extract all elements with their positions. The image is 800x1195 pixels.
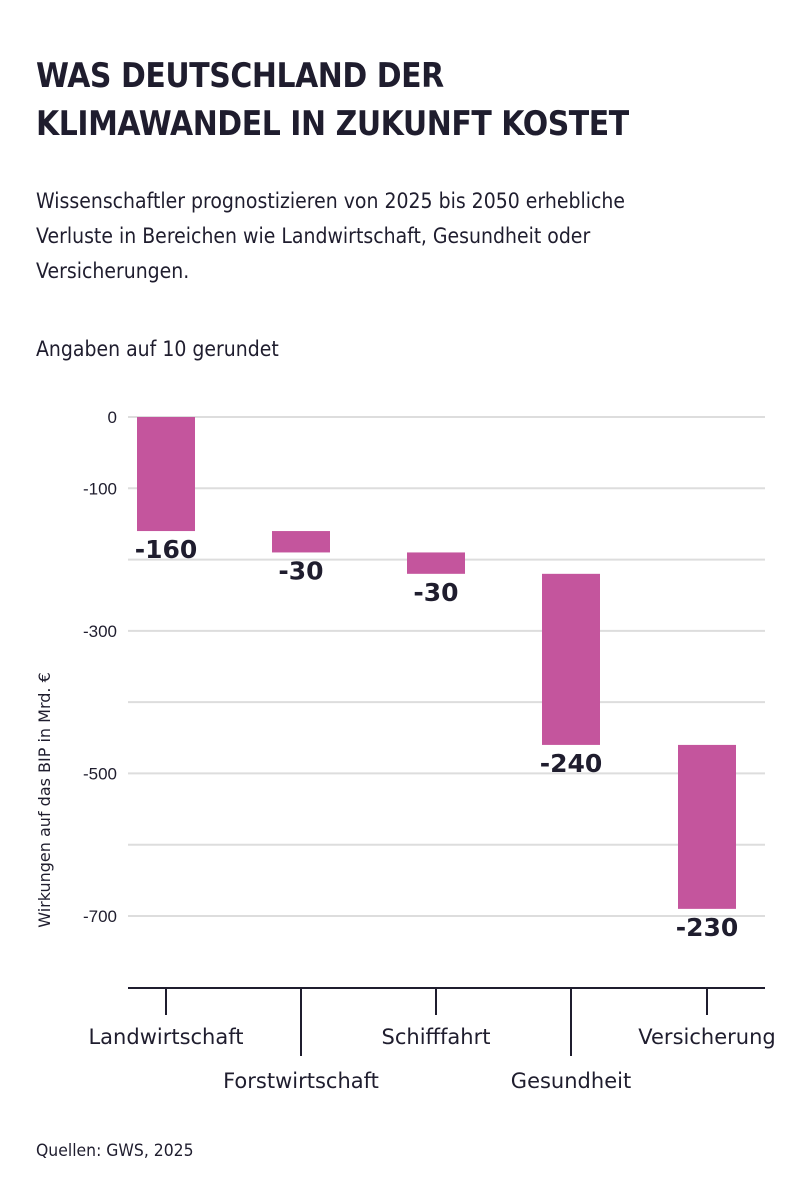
bar-gesundheit [542,573,600,745]
y-tick-label: -500 [83,764,117,783]
x-label-versicherung: Versicherung [638,1025,775,1049]
value-label: -30 [278,556,323,585]
bars [137,417,736,909]
y-tick-label: 0 [108,408,117,427]
gridlines [128,416,765,917]
y-axis-ticks: 0 -100 -300 -500 -700 [83,408,117,926]
waterfall-chart: 0 -100 -300 -500 -700 -160 -30 -30 -240 -230 Lan… [35,408,776,1093]
y-tick-label: -100 [83,479,117,498]
chart-subtitle: Wissenschaftler prognostizieren von 2025… [36,189,625,283]
x-axis-ticks [165,988,708,1056]
bar-schifffahrt [407,552,465,574]
chart-title: WAS DEUTSCHLAND DER KLIMAWANDEL IN ZUKUN… [36,52,687,148]
source-note: Quellen: GWS, 2025 [36,1141,194,1161]
x-label-landwirtschaft: Landwirtschaft [88,1025,243,1049]
rounding-note: Angaben auf 10 gerundet [36,337,279,361]
title-line-2: KLIMAWANDEL IN ZUKUNFT KOSTET [36,104,629,144]
value-label: -30 [413,578,458,607]
value-label: -230 [676,913,739,942]
y-tick-label: -700 [83,907,117,926]
y-axis-label: Wirkungen auf das BIP in Mrd. € [35,672,54,928]
bar-landwirtschaft [137,417,195,532]
bar-forstwirtschaft [272,531,330,553]
x-label-gesundheit: Gesundheit [511,1069,631,1093]
bar-versicherung [678,744,736,909]
x-axis-labels: Landwirtschaft ForstwirtschaftSchifffahrt… [88,1025,775,1093]
value-label: -160 [135,535,198,564]
x-label-schifffahrt: Schifffahrt [382,1025,491,1049]
y-tick-label: -300 [83,622,117,641]
value-labels: -160 -30 -30 -240 -230 [135,535,739,942]
x-label-forstwirtschaft: Forstwirtschaft [223,1069,379,1093]
title-line-1: WAS DEUTSCHLAND DER [36,56,444,96]
value-label: -240 [540,749,603,778]
